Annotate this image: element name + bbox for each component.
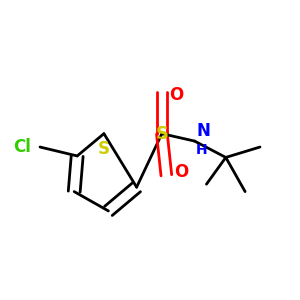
Text: Cl: Cl: [13, 138, 31, 156]
Text: O: O: [169, 86, 184, 104]
Text: S: S: [155, 125, 168, 143]
Text: N: N: [196, 122, 210, 140]
Text: H: H: [196, 142, 208, 157]
Text: O: O: [174, 163, 188, 181]
Text: S: S: [98, 140, 110, 158]
